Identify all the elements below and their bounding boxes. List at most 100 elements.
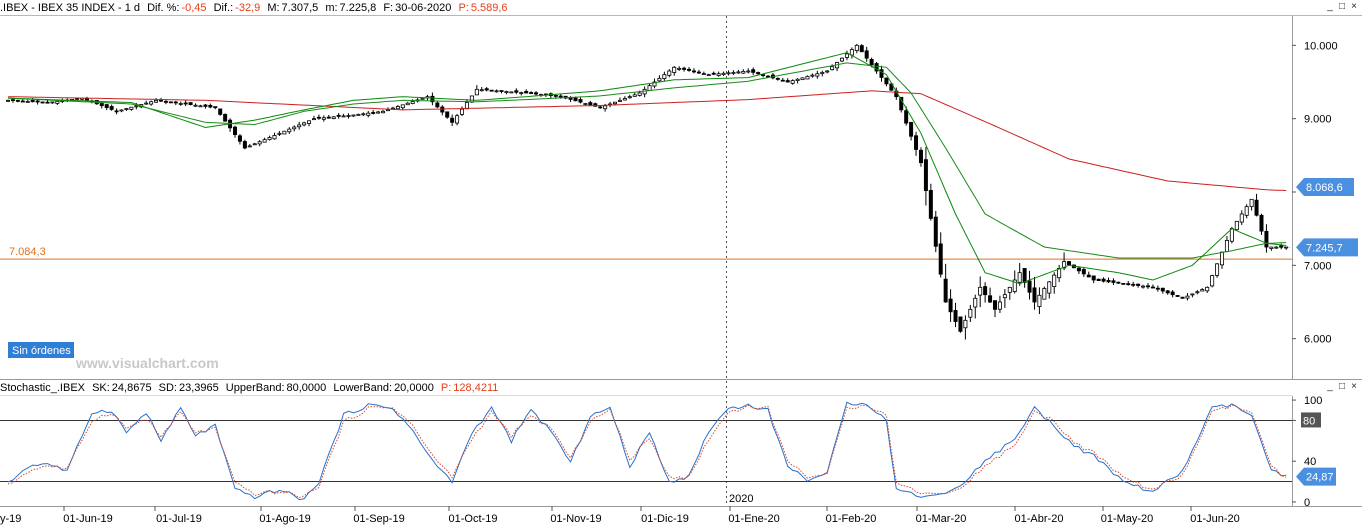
maximize-button[interactable]: □ <box>1338 1 1346 12</box>
stoch-minimize-button[interactable]: _ <box>1327 381 1333 392</box>
orders-badge-bg[interactable] <box>8 342 74 358</box>
candle-body <box>1145 285 1150 288</box>
candle-body <box>657 77 662 82</box>
candle-body <box>489 89 494 92</box>
candle-body <box>1165 290 1170 294</box>
candle-body <box>553 94 558 97</box>
candle-body <box>1111 280 1116 283</box>
time-axis-label: 01-Mar-20 <box>916 513 967 525</box>
candle-body <box>909 121 914 137</box>
candle-body <box>405 102 410 106</box>
time-axis-label: 01-Oct-19 <box>449 513 498 525</box>
time-axis-label: 01-Nov-19 <box>550 513 601 525</box>
candle-body <box>815 73 820 77</box>
time-axis-edge-label: y-19 <box>0 513 21 525</box>
minimize-button[interactable]: _ <box>1327 1 1333 12</box>
candle-body <box>741 71 746 74</box>
stoch-maximize-button[interactable]: □ <box>1338 381 1346 392</box>
candle-body <box>198 105 203 108</box>
candle-body <box>1116 281 1121 284</box>
candle-body <box>460 108 465 115</box>
candle-body <box>50 101 55 104</box>
candle-body <box>1047 281 1052 294</box>
candle-body <box>1279 245 1284 248</box>
time-axis-label: 01-Ago-19 <box>259 513 310 525</box>
candle-body <box>20 100 25 103</box>
candle-body <box>1126 283 1131 286</box>
candle-body <box>316 116 321 119</box>
time-axis-label: 01-Dic-19 <box>641 513 689 525</box>
upperband-value: 80,0000 <box>286 382 327 394</box>
candle-body <box>484 88 489 91</box>
stoch-close-button[interactable]: × <box>1351 381 1357 392</box>
candle-body <box>830 66 835 71</box>
candle-body <box>534 92 539 95</box>
stoch-axis-label: 0 <box>1304 497 1310 509</box>
price-axis-label: 6.000 <box>1304 334 1332 346</box>
candle-body <box>711 72 716 75</box>
stoch-value-badge: 24,87 <box>1306 472 1334 484</box>
candle-body <box>667 70 672 76</box>
year-marker-bg <box>727 491 755 505</box>
axes: 10.0009.0008.0007.0006.0008.068,67.245,7… <box>0 40 1358 525</box>
moving-average-line <box>7 52 1287 285</box>
candle-body <box>400 104 405 109</box>
candle-body <box>1057 267 1062 279</box>
candle-body <box>420 97 425 100</box>
stoch-sk-line <box>7 401 1287 501</box>
candle-body <box>346 115 351 117</box>
candle-body <box>573 97 578 102</box>
candle-body <box>395 106 400 110</box>
candle-body <box>859 45 864 53</box>
candle-body <box>603 105 608 110</box>
close-button[interactable]: × <box>1351 1 1357 12</box>
candle-body <box>154 99 159 103</box>
candle-body <box>716 73 721 76</box>
candle-body <box>736 71 741 74</box>
candle-body <box>652 81 657 87</box>
candle-body <box>30 100 35 103</box>
candle-body <box>183 102 188 105</box>
candle-body <box>124 108 129 110</box>
stoch-axis-label: 100 <box>1304 395 1322 407</box>
candle-body <box>775 77 780 80</box>
candle-body <box>247 145 252 148</box>
stoch-axis-label: 40 <box>1304 456 1316 468</box>
candle-body <box>958 316 963 332</box>
candle-body <box>223 113 228 122</box>
candle-body <box>430 95 435 103</box>
orders-badge[interactable]: Sin órdenes <box>12 345 71 357</box>
candle-body <box>696 71 701 74</box>
candle-body <box>193 104 198 107</box>
candle-body <box>948 298 953 313</box>
time-axis-label: 01-May-20 <box>1101 513 1154 525</box>
candle-body <box>598 106 603 109</box>
candle-body <box>1121 282 1126 285</box>
candle-body <box>687 68 692 71</box>
candle-body <box>351 114 356 117</box>
candle-body <box>558 95 563 98</box>
candle-body <box>800 77 805 81</box>
candle-body <box>1042 288 1047 300</box>
price-axis-label: 10.000 <box>1304 40 1338 52</box>
candle-body <box>1259 214 1264 232</box>
support-line-label: 7.084,3 <box>9 246 46 258</box>
candle-body <box>277 132 282 135</box>
candle-body <box>45 101 50 104</box>
stochastic-pane <box>0 401 1292 501</box>
candle-body <box>1170 291 1175 296</box>
stochastic-window-buttons: _ □ × <box>1324 381 1360 392</box>
candle-body <box>918 149 923 164</box>
candle-body <box>356 113 361 116</box>
candle-body <box>854 44 859 52</box>
min-label: m: <box>325 2 338 14</box>
candle-body <box>1096 278 1101 282</box>
candle-body <box>144 102 149 105</box>
candle-body <box>6 99 11 102</box>
dif-label: Dif.: <box>213 2 234 14</box>
candle-body <box>297 124 302 128</box>
time-axis-label: 01-Abr-20 <box>1015 513 1064 525</box>
candle-body <box>440 106 445 113</box>
candle-body <box>904 110 909 124</box>
